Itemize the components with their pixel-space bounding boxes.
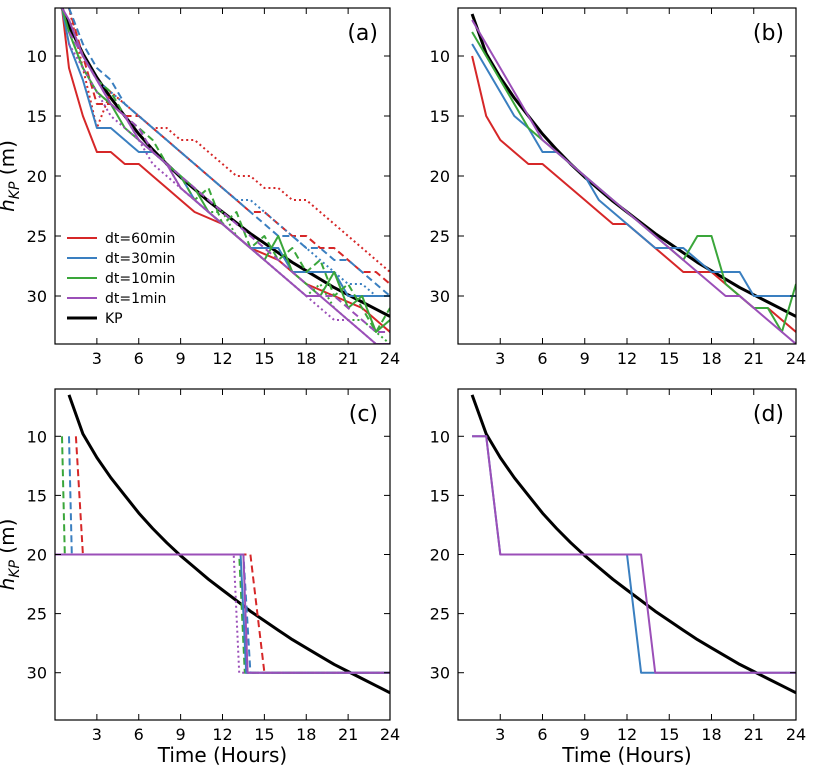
y-tick-label: 10: [430, 47, 450, 66]
panel-label: (d): [753, 402, 784, 427]
panel-c: 3 6 9 12 15 18 21 24 10 15 20 25 30 (c) hKP (m) Time (H…: [0, 388, 400, 766]
series-dt1-solid-c: [55, 553, 390, 674]
x-tick-label: 18: [296, 725, 316, 744]
panel-a: 3 6 9 12 15 18 21 24 10 15 20 25 30 (a) hKP (m) dt=60mi…: [0, 7, 400, 368]
x-axis-label: Time (Hours): [157, 743, 288, 766]
x-tick-label: 12: [212, 349, 232, 368]
y-tick-label: 10: [430, 427, 450, 446]
y-tick-label: 20: [27, 167, 47, 186]
x-tick-label: 12: [617, 349, 637, 368]
x-tick-label: 6: [134, 725, 144, 744]
y-tick-label: 25: [27, 227, 47, 246]
series-dt30-solid-c: [55, 553, 390, 674]
x-tick-label: 21: [744, 725, 764, 744]
panel-label: (c): [349, 402, 378, 427]
y-tick-label: 15: [27, 486, 47, 505]
y-tick-label: 15: [430, 486, 450, 505]
x-tick-label: 24: [786, 725, 806, 744]
x-tick-label: 24: [380, 349, 400, 368]
x-tick-label: 15: [659, 725, 679, 744]
series-dt1-dotted-c: [55, 553, 390, 674]
series-dt1-dashed-a: [68, 31, 390, 333]
series-dt60-solid-a: [61, 8, 390, 333]
series-group: [60, 8, 390, 344]
x-tick-label: 12: [212, 725, 232, 744]
legend-label-dt10: dt=10min: [105, 271, 175, 287]
y-tick-label: 30: [27, 287, 47, 306]
series-group: [470, 13, 796, 344]
series-dt1-solid-b: [471, 19, 796, 344]
y-tick-label: 25: [430, 227, 450, 246]
y-tick-label: 30: [430, 287, 450, 306]
x-tick-label: 18: [701, 349, 721, 368]
series-kp-solid-c: [67, 394, 390, 695]
x-tick-label: 9: [580, 349, 590, 368]
x-tick-label: 3: [495, 349, 505, 368]
y-tick-label: 20: [27, 546, 47, 565]
legend: dt=60min dt=30min dt=10min dt=1min KP: [67, 231, 175, 327]
y-axis-label: hKP (m): [0, 519, 23, 591]
y-tick-label: 15: [430, 107, 450, 126]
series-dt30-dotted-a: [68, 19, 390, 297]
series-group: [55, 394, 390, 695]
y-tick-label: 30: [27, 664, 47, 683]
y-tick-label: 20: [430, 546, 450, 565]
y-tick-label: 10: [27, 47, 47, 66]
x-tick-label: 24: [786, 349, 806, 368]
axes-frame: [457, 7, 797, 345]
x-tick-label: 15: [254, 725, 274, 744]
x-tick-label: 21: [744, 349, 764, 368]
legend-label-dt30: dt=30min: [105, 251, 175, 267]
panel-label: (b): [753, 21, 784, 46]
series-dt10-dashed-a: [68, 19, 390, 333]
y-axis-label: hKP (m): [0, 140, 23, 212]
x-tick-label: 15: [254, 349, 274, 368]
x-tick-label: 21: [338, 349, 358, 368]
legend-label-dt1: dt=1min: [105, 291, 166, 307]
x-tick-label: 3: [92, 349, 102, 368]
x-tick-label: 18: [701, 725, 721, 744]
series-dt30-solid-b: [471, 43, 796, 297]
x-tick-label: 24: [380, 725, 400, 744]
y-tick-label: 25: [430, 605, 450, 624]
series-group: [470, 394, 796, 695]
x-tick-label: 18: [296, 349, 316, 368]
series-kp-solid-b: [470, 13, 796, 318]
x-tick-label: 9: [176, 349, 186, 368]
x-tick-label: 6: [537, 349, 547, 368]
panel-d: 3 6 9 12 15 18 21 24 10 15 20 25 30 (d) Time (Hours): [430, 388, 806, 766]
y-tick-label: 15: [27, 107, 47, 126]
panel-b: 3 6 9 12 15 18 21 24 10 15 20 25 30 (b): [430, 7, 806, 368]
series-dt1-solid-d: [472, 435, 796, 674]
panel-label: (a): [347, 21, 378, 46]
x-tick-label: 21: [338, 725, 358, 744]
y-tick-label: 20: [430, 167, 450, 186]
x-tick-label: 3: [495, 725, 505, 744]
series-kp-solid-d: [470, 394, 796, 695]
x-tick-label: 6: [537, 725, 547, 744]
x-tick-label: 9: [580, 725, 590, 744]
x-tick-label: 12: [617, 725, 637, 744]
legend-label-dt60: dt=60min: [105, 231, 175, 247]
y-tick-label: 10: [27, 427, 47, 446]
x-axis-label: Time (Hours): [561, 743, 692, 766]
legend-label-kp: KP: [105, 311, 123, 327]
x-tick-label: 3: [92, 725, 102, 744]
x-tick-label: 6: [134, 349, 144, 368]
x-tick-label: 15: [659, 349, 679, 368]
y-tick-label: 25: [27, 605, 47, 624]
y-tick-label: 30: [430, 664, 450, 683]
x-tick-label: 9: [176, 725, 186, 744]
